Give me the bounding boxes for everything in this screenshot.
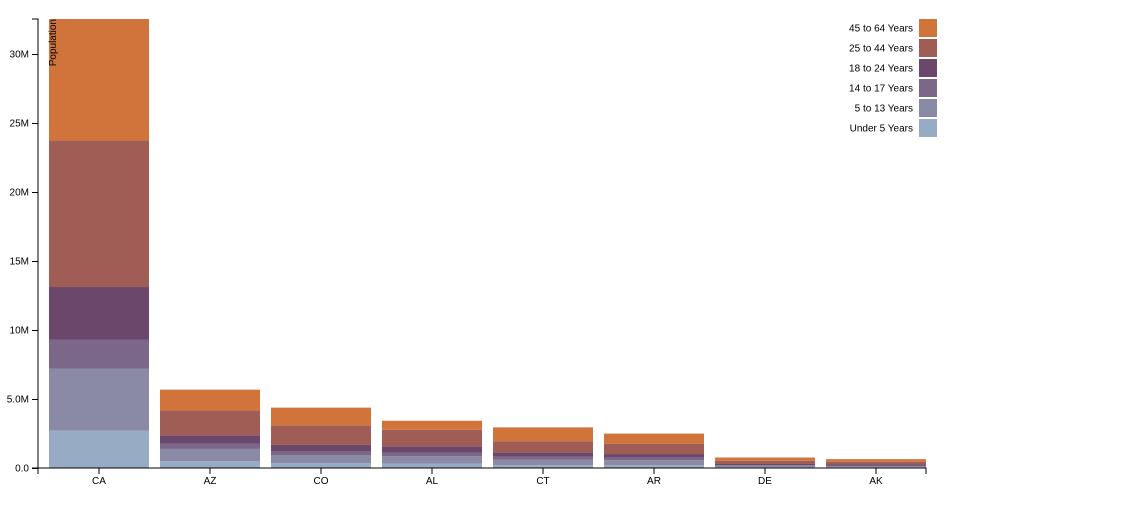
legend-label: 45 to 64 Years	[849, 24, 913, 35]
bar-segment-ct-s3	[493, 452, 593, 457]
bar-group-de	[715, 457, 815, 468]
bar-group-ar	[604, 433, 704, 468]
x-tick-label: AK	[869, 476, 883, 487]
legend-label: 14 to 17 Years	[849, 84, 913, 95]
bar-segment-ak-s3	[826, 464, 926, 466]
bar-segment-ar-s3	[604, 454, 704, 458]
y-axis-line	[32, 18, 39, 469]
bar-segment-az-s5	[160, 389, 260, 411]
y-tick-label: 15M	[10, 257, 29, 268]
legend-swatch	[919, 99, 937, 117]
bar-segment-ak-s5	[826, 459, 926, 462]
bar-segment-de-s3	[715, 463, 815, 466]
bar-segment-ct-s4	[493, 441, 593, 453]
bar-segment-ct-s2	[493, 456, 593, 460]
bar-segment-ca-s4	[49, 140, 149, 288]
bar-segment-ca-s2	[49, 339, 149, 369]
legend: 45 to 64 Years 25 to 44 Years 18 to 24 Yea…	[849, 19, 937, 137]
legend-item: 25 to 44 Years	[849, 39, 937, 57]
bar-segment-az-s3	[160, 435, 260, 444]
bar-group-az	[160, 389, 260, 468]
bar-segment-al-s2	[382, 452, 482, 457]
bar-segment-ar-s5	[604, 433, 704, 444]
y-tick-label: 25M	[10, 119, 29, 130]
x-tick-label: CT	[536, 476, 549, 487]
x-tick-label: AZ	[204, 476, 217, 487]
bar-segment-ar-s1	[604, 460, 704, 466]
y-axis: 0.0 5.0M 10M 15M 20M 25M 30M	[7, 18, 39, 475]
y-tick-label: 30M	[10, 50, 29, 61]
x-axis-line	[37, 467, 927, 474]
bar-segment-ct-s0	[493, 465, 593, 468]
legend-item: 45 to 64 Years	[849, 19, 937, 37]
bar-segment-ak-s2	[826, 465, 926, 467]
x-tick-label: CA	[92, 476, 106, 487]
bar-segment-ca-s5	[49, 19, 149, 141]
bar-segment-az-s4	[160, 410, 260, 436]
bar-segment-co-s4	[271, 425, 371, 445]
x-tick-label: DE	[758, 476, 772, 487]
bar-segment-ak-s4	[826, 461, 926, 465]
bar-segment-al-s1	[382, 456, 482, 464]
bar-segment-co-s5	[271, 407, 371, 426]
bar-segment-ca-s1	[49, 368, 149, 431]
bar-group-al	[382, 420, 482, 468]
legend-swatch	[919, 79, 937, 97]
bar-segment-ar-s2	[604, 457, 704, 461]
bar-segment-co-s0	[271, 463, 371, 468]
y-tick-label: 5.0M	[7, 395, 29, 406]
legend-item: Under 5 Years	[850, 119, 937, 137]
x-tick-label: AR	[647, 476, 661, 487]
plot-area	[49, 19, 926, 468]
x-axis: CA AZ CO AL CT AR DE AK	[37, 467, 927, 487]
legend-swatch	[919, 39, 937, 57]
bar-group-co	[271, 407, 371, 468]
bar-segment-al-s0	[382, 463, 482, 468]
bar-segment-ca-s3	[49, 287, 149, 340]
y-tick-label: 20M	[10, 188, 29, 199]
legend-item: 18 to 24 Years	[849, 59, 937, 77]
x-tick-label: CO	[314, 476, 329, 487]
bar-segment-co-s3	[271, 444, 371, 452]
bar-segment-ca-s0	[49, 430, 149, 468]
y-tick-label: 10M	[10, 326, 29, 337]
legend-item: 14 to 17 Years	[849, 79, 937, 97]
bar-group-ct	[493, 427, 593, 468]
legend-swatch	[919, 19, 937, 37]
bar-segment-ak-s1	[826, 466, 926, 468]
legend-swatch	[919, 59, 937, 77]
bar-segment-co-s1	[271, 455, 371, 464]
bar-segment-az-s0	[160, 461, 260, 468]
bar-segment-de-s2	[715, 465, 815, 466]
x-tick-label: AL	[426, 476, 439, 487]
bar-segment-de-s4	[715, 460, 815, 464]
bar-segment-ct-s5	[493, 427, 593, 442]
bar-segment-az-s1	[160, 448, 260, 462]
bar-segment-ar-s0	[604, 465, 704, 468]
bar-segment-de-s5	[715, 457, 815, 461]
bar-segment-co-s2	[271, 451, 371, 456]
bar-segment-al-s3	[382, 446, 482, 453]
legend-label: 25 to 44 Years	[849, 44, 913, 55]
bar-segment-ar-s4	[604, 443, 704, 455]
bar-segment-al-s5	[382, 420, 482, 430]
bar-group-ak	[826, 459, 926, 468]
legend-swatch	[919, 119, 937, 137]
y-axis-label: Population	[48, 19, 59, 66]
legend-label: Under 5 Years	[850, 124, 913, 135]
bar-segment-al-s4	[382, 429, 482, 447]
bar-segment-de-s1	[715, 465, 815, 468]
bar-group-ca	[49, 19, 149, 468]
legend-label: 5 to 13 Years	[855, 104, 913, 115]
bar-segment-ct-s1	[493, 459, 593, 466]
legend-label: 18 to 24 Years	[849, 64, 913, 75]
y-tick-label: 0.0	[15, 464, 29, 475]
bar-segment-az-s2	[160, 443, 260, 449]
legend-item: 5 to 13 Years	[855, 99, 937, 117]
